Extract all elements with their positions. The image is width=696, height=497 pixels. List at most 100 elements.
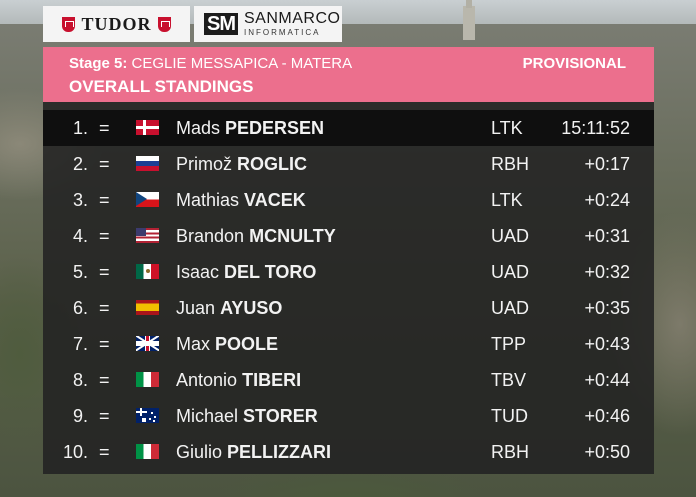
- rank: 4.: [72, 226, 88, 246]
- tudor-logo: TUDOR: [43, 6, 190, 42]
- standings-row: 6. = Juan AYUSO UAD +0:35: [43, 290, 654, 326]
- rider-name: Giulio PELLIZZARI: [176, 442, 331, 463]
- stage-label: Stage 5:: [69, 55, 128, 72]
- standings-row: 5. = Isaac DEL TORO UAD +0:32: [43, 254, 654, 290]
- rider-last-name: PELLIZZARI: [227, 442, 332, 462]
- rider-last-name: AYUSO: [220, 298, 283, 318]
- team-code: TBV: [491, 370, 527, 390]
- rider-first-name: Mathias: [176, 190, 240, 210]
- rank: 1.: [72, 118, 88, 138]
- rank: 8.: [72, 370, 88, 390]
- rider-last-name: DEL TORO: [224, 262, 317, 282]
- rider-name: Isaac DEL TORO: [176, 262, 316, 283]
- gap-time: +0:31: [584, 226, 630, 246]
- sanmarco-name: SANMARCO: [244, 10, 341, 27]
- position-change: =: [99, 262, 110, 282]
- position-change: =: [99, 370, 110, 390]
- rank: 9.: [72, 406, 88, 426]
- position-change: =: [99, 154, 110, 174]
- flag-spain-icon: [136, 300, 159, 315]
- rider-last-name: STORER: [243, 406, 318, 426]
- standings-header: Stage 5: CEGLIE MESSAPICA - MATERA PROVI…: [43, 47, 654, 102]
- gap-time: +0:24: [584, 190, 630, 210]
- gap-time: +0:44: [584, 370, 630, 390]
- team-code: RBH: [491, 442, 530, 462]
- flag-czechia-icon: [136, 192, 159, 207]
- rank: 2.: [72, 154, 88, 174]
- flag-slovenia-icon: [136, 156, 159, 171]
- rider-name: Max POOLE: [176, 334, 278, 355]
- rider-last-name: TIBERI: [242, 370, 302, 390]
- rider-last-name: POOLE: [215, 334, 279, 354]
- rank: 6.: [72, 298, 88, 318]
- rider-name: Mads PEDERSEN: [176, 118, 324, 139]
- stage-route: CEGLIE MESSAPICA - MATERA: [131, 55, 353, 72]
- gap-time: +0:35: [584, 298, 630, 318]
- standings-row: 9. = Michael STORER TUD +0:46: [43, 398, 654, 434]
- standings-row: 7. = Max POOLE TPP +0:43: [43, 326, 654, 362]
- rider-name: Mathias VACEK: [176, 190, 306, 211]
- flag-denmark-icon: [136, 120, 159, 135]
- gap-time: 15:11:52: [561, 118, 630, 138]
- rider-last-name: VACEK: [244, 190, 306, 210]
- status-badge: PROVISIONAL: [522, 55, 626, 72]
- rider-name: Primož ROGLIC: [176, 154, 307, 175]
- rank: 3.: [72, 190, 88, 210]
- standings-row: 1. = Mads PEDERSEN LTK 15:11:52: [43, 110, 654, 146]
- sanmarco-subtitle: INFORMATICA: [244, 28, 321, 37]
- rider-name: Antonio TIBERI: [176, 370, 301, 391]
- rider-first-name: Primož: [176, 154, 233, 174]
- rank: 5.: [72, 262, 88, 282]
- gap-time: +0:50: [584, 442, 630, 462]
- team-code: TPP: [491, 334, 527, 354]
- team-code: UAD: [491, 226, 530, 246]
- standings-row: 10. = Giulio PELLIZZARI RBH +0:50: [43, 434, 654, 470]
- team-code: RBH: [491, 154, 530, 174]
- position-change: =: [99, 298, 110, 318]
- team-code: UAD: [491, 262, 530, 282]
- tudor-shield-icon: [157, 16, 171, 32]
- rider-name: Juan AYUSO: [176, 298, 282, 319]
- rider-last-name: ROGLIC: [237, 154, 308, 174]
- standings-table: 1. = Mads PEDERSEN LTK 15:11:52 2. = Primož ROG…: [43, 102, 654, 474]
- flag-usa-icon: [136, 228, 159, 243]
- position-change: =: [99, 226, 110, 246]
- tudor-shield-icon: [62, 16, 76, 32]
- team-code: LTK: [491, 190, 523, 210]
- gap-time: +0:17: [584, 154, 630, 174]
- position-change: =: [99, 442, 110, 462]
- flag-uk-icon: [136, 336, 159, 351]
- sanmarco-wordmark: SANMARCO INFORMATICA: [244, 11, 340, 37]
- standings-title: OVERALL STANDINGS: [69, 77, 254, 96]
- position-change: =: [99, 190, 110, 210]
- rider-first-name: Mads: [176, 118, 221, 138]
- rider-first-name: Brandon: [176, 226, 245, 246]
- tudor-wordmark: TUDOR: [81, 13, 152, 34]
- flag-italy-icon: [136, 444, 159, 459]
- position-change: =: [99, 118, 110, 138]
- standings-row: 8. = Antonio TIBERI TBV +0:44: [43, 362, 654, 398]
- position-change: =: [99, 334, 110, 354]
- flag-australia-icon: [136, 408, 159, 423]
- rider-name: Michael STORER: [176, 406, 318, 427]
- standings-row: 3. = Mathias VACEK LTK +0:24: [43, 182, 654, 218]
- rider-first-name: Isaac: [176, 262, 220, 282]
- rider-first-name: Antonio: [176, 370, 238, 390]
- rider-name: Brandon MCNULTY: [176, 226, 336, 247]
- gap-time: +0:43: [584, 334, 630, 354]
- sanmarco-logo: SM SANMARCO INFORMATICA: [194, 6, 342, 42]
- team-code: UAD: [491, 298, 530, 318]
- sanmarco-mark: SM: [204, 13, 238, 35]
- flag-mexico-icon: [136, 264, 159, 279]
- standings-row: 4. = Brandon MCNULTY UAD +0:31: [43, 218, 654, 254]
- rider-first-name: Juan: [176, 298, 216, 318]
- stage-info: Stage 5: CEGLIE MESSAPICA - MATERA: [69, 55, 352, 72]
- gap-time: +0:46: [584, 406, 630, 426]
- rank: 7.: [72, 334, 88, 354]
- rider-last-name: MCNULTY: [249, 226, 336, 246]
- rider-first-name: Giulio: [176, 442, 223, 462]
- gap-time: +0:32: [584, 262, 630, 282]
- rider-first-name: Max: [176, 334, 211, 354]
- rider-last-name: PEDERSEN: [225, 118, 325, 138]
- rider-first-name: Michael: [176, 406, 239, 426]
